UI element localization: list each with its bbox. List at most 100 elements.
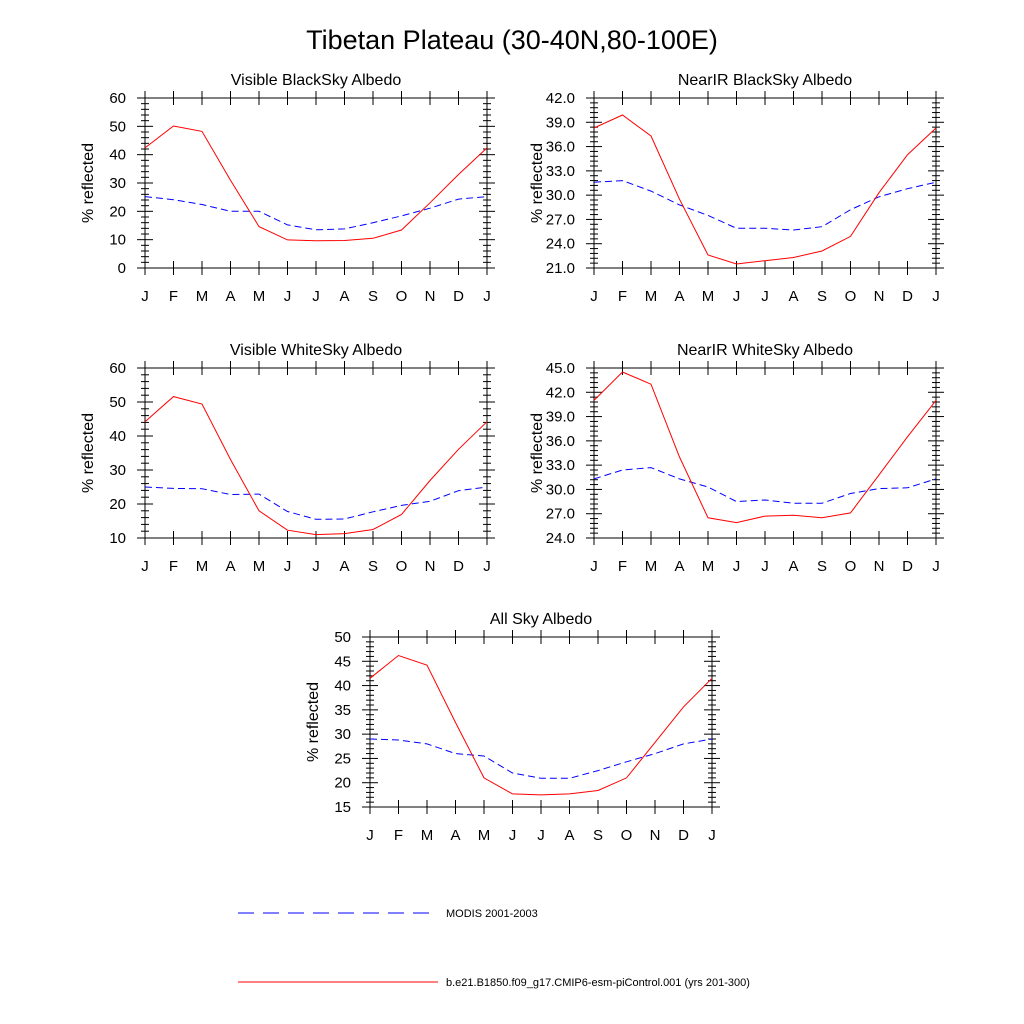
figure-title: Tibetan Plateau (30-40N,80-100E)	[306, 25, 718, 55]
x-tick-label: O	[845, 288, 857, 305]
x-tick-label: N	[874, 288, 885, 305]
y-tick-label: 33.0	[546, 163, 575, 180]
x-tick-label: A	[788, 288, 798, 305]
series-line-modis	[144, 196, 488, 231]
x-tick-label: J	[141, 558, 149, 575]
y-axis-label: % reflected	[529, 143, 546, 223]
x-tick-label: J	[284, 288, 292, 305]
series-line-modis	[144, 486, 488, 520]
x-tick-label: O	[845, 558, 857, 575]
y-tick-label: 42.0	[546, 384, 575, 401]
x-tick-label: M	[196, 288, 209, 305]
y-tick-label: 40	[109, 147, 126, 164]
x-tick-label: F	[169, 288, 178, 305]
series-line-modis	[369, 738, 713, 779]
y-tick-label: 30.0	[546, 481, 575, 498]
panel-title: NearIR WhiteSky Albedo	[677, 342, 853, 359]
x-tick-label: N	[874, 558, 885, 575]
x-tick-label: A	[450, 827, 460, 844]
y-tick-label: 40	[109, 428, 126, 445]
y-tick-label: 50	[334, 629, 351, 646]
x-tick-label: M	[196, 558, 209, 575]
y-tick-label: 40	[334, 678, 351, 695]
x-tick-label: J	[733, 288, 741, 305]
x-tick-label: J	[509, 827, 517, 844]
x-tick-label: J	[537, 827, 545, 844]
x-tick-label: J	[761, 288, 769, 305]
panel-title: NearIR BlackSky Albedo	[678, 72, 852, 89]
x-tick-label: D	[678, 827, 689, 844]
y-axis-label: % reflected	[80, 413, 97, 493]
x-tick-label: A	[674, 288, 684, 305]
panel-title: Visible WhiteSky Albedo	[230, 342, 402, 359]
legend: MODIS 2001-2003 b.e21.B1850.f09_g17.CMIP…	[238, 908, 750, 989]
plot-frame	[144, 367, 488, 539]
y-tick-label: 50	[109, 118, 126, 135]
x-tick-label: D	[902, 558, 913, 575]
x-tick-label: A	[339, 558, 349, 575]
panel-title: Visible BlackSky Albedo	[231, 72, 402, 89]
legend-label-model: b.e21.B1850.f09_g17.CMIP6-esm-piControl.…	[446, 977, 750, 989]
series-line-modis	[593, 467, 937, 504]
y-tick-label: 15	[334, 799, 351, 816]
plot-frame	[369, 636, 713, 808]
y-axis-label: % reflected	[80, 143, 97, 223]
y-tick-label: 21.0	[546, 260, 575, 277]
x-tick-label: F	[394, 827, 403, 844]
x-tick-label: O	[396, 558, 408, 575]
legend-label-modis: MODIS 2001-2003	[446, 908, 538, 920]
x-tick-label: J	[932, 558, 940, 575]
x-tick-label: D	[902, 288, 913, 305]
y-tick-label: 20	[109, 203, 126, 220]
x-tick-label: M	[645, 558, 658, 575]
x-tick-label: A	[564, 827, 574, 844]
plot-frame	[144, 97, 488, 269]
y-tick-label: 50	[109, 394, 126, 411]
panel-title: All Sky Albedo	[490, 611, 592, 628]
x-tick-label: J	[590, 288, 598, 305]
x-tick-label: J	[284, 558, 292, 575]
y-tick-label: 20	[109, 496, 126, 513]
series-line-model	[144, 125, 488, 242]
x-tick-label: A	[225, 288, 235, 305]
series-line-model	[593, 114, 937, 265]
series-line-modis	[593, 180, 937, 231]
series-line-model	[144, 396, 488, 536]
x-tick-label: O	[621, 827, 633, 844]
x-tick-label: O	[396, 288, 408, 305]
x-tick-label: S	[368, 558, 378, 575]
x-tick-label: A	[788, 558, 798, 575]
y-tick-label: 33.0	[546, 457, 575, 474]
x-tick-label: S	[817, 558, 827, 575]
plot-frame	[593, 97, 937, 269]
y-tick-label: 30.0	[546, 187, 575, 204]
x-tick-label: D	[453, 288, 464, 305]
x-tick-label: J	[312, 558, 320, 575]
x-tick-label: F	[618, 558, 627, 575]
y-tick-label: 30	[109, 175, 126, 192]
y-axis-label: % reflected	[529, 413, 546, 493]
x-tick-label: J	[932, 288, 940, 305]
y-tick-label: 35	[334, 702, 351, 719]
x-tick-label: J	[141, 288, 149, 305]
y-tick-label: 24.0	[546, 530, 575, 547]
x-tick-label: M	[421, 827, 434, 844]
x-tick-label: N	[425, 288, 436, 305]
x-tick-label: S	[593, 827, 603, 844]
x-tick-label: F	[618, 288, 627, 305]
y-tick-label: 30	[109, 462, 126, 479]
x-tick-label: A	[674, 558, 684, 575]
x-tick-label: S	[817, 288, 827, 305]
series-line-model	[593, 371, 937, 524]
x-tick-label: J	[483, 558, 491, 575]
x-tick-label: M	[478, 827, 491, 844]
y-tick-label: 20	[334, 775, 351, 792]
x-tick-label: A	[225, 558, 235, 575]
x-tick-label: J	[590, 558, 598, 575]
y-tick-label: 10	[109, 530, 126, 547]
